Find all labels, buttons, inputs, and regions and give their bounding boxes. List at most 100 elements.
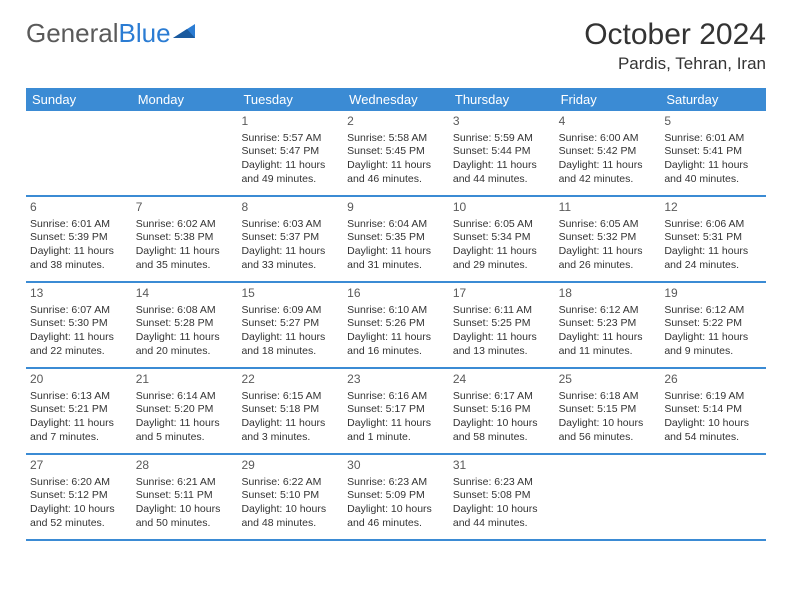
daylight-text: Daylight: 11 hours (559, 245, 657, 259)
day-number: 12 (664, 200, 762, 216)
daylight-text: Daylight: 10 hours (559, 417, 657, 431)
daylight-text: and 56 minutes. (559, 431, 657, 445)
day-number: 10 (453, 200, 551, 216)
weeks-container: 1 Sunrise: 5:57 AMSunset: 5:47 PM Daylight… (26, 111, 766, 541)
sunrise-text: Sunrise: 5:57 AM (241, 132, 339, 146)
daylight-text: and 24 minutes. (664, 259, 762, 273)
sunset-text: Sunset: 5:15 PM (559, 403, 657, 417)
daylight-text: and 35 minutes. (136, 259, 234, 273)
sunset-text: Sunset: 5:42 PM (559, 145, 657, 159)
sunrise-text: Sunrise: 6:13 AM (30, 390, 128, 404)
day-cell: 6Sunrise: 6:01 AMSunset: 5:39 PMDaylight… (26, 197, 132, 281)
day-number: 24 (453, 372, 551, 388)
week-row: 20Sunrise: 6:13 AMSunset: 5:21 PMDayligh… (26, 369, 766, 455)
day-number: 1 (241, 114, 339, 130)
sunrise-text: Sunrise: 6:22 AM (241, 476, 339, 490)
sunset-text: Sunset: 5:37 PM (241, 231, 339, 245)
sunrise-text: Sunrise: 5:58 AM (347, 132, 445, 146)
sunset-text: Sunset: 5:23 PM (559, 317, 657, 331)
week-row: 6 Sunrise: 6:01 AMSunset: 5:39 PM Daylight… (26, 197, 766, 283)
day-number: 6 (30, 200, 128, 216)
day-number: 29 (241, 458, 339, 474)
day-number: 9 (347, 200, 445, 216)
sunset-text: Sunset: 5:34 PM (453, 231, 551, 245)
sunrise-text: Sunrise: 6:12 AM (664, 304, 762, 318)
daylight-text: Daylight: 11 hours (664, 245, 762, 259)
daylight-text: Daylight: 10 hours (664, 417, 762, 431)
sunset-text: Sunset: 5:31 PM (664, 231, 762, 245)
sunset-text: Sunset: 5:12 PM (30, 489, 128, 503)
day-cell: 3Sunrise: 5:59 AMSunset: 5:44 PMDaylight… (449, 111, 555, 195)
title-block: October 2024 Pardis, Tehran, Iran (584, 18, 766, 74)
sunset-text: Sunset: 5:39 PM (30, 231, 128, 245)
day-cell-empty (26, 111, 132, 195)
sunrise-text: Sunrise: 6:20 AM (30, 476, 128, 490)
sunrise-text: Sunrise: 6:00 AM (559, 132, 657, 146)
daylight-text: Daylight: 10 hours (347, 503, 445, 517)
calendar: SundayMondayTuesdayWednesdayThursdayFrid… (26, 88, 766, 541)
day-number: 3 (453, 114, 551, 130)
day-number: 13 (30, 286, 128, 302)
day-cell: 27Sunrise: 6:20 AMSunset: 5:12 PMDayligh… (26, 455, 132, 539)
daylight-text: Daylight: 10 hours (453, 417, 551, 431)
daylight-text: Daylight: 11 hours (347, 417, 445, 431)
day-number: 4 (559, 114, 657, 130)
day-cell: 29 Sunrise: 6:22 AMSunset: 5:10 PMDayligh… (237, 455, 343, 539)
sunset-text: Sunset: 5:25 PM (453, 317, 551, 331)
daylight-text: and 46 minutes. (347, 517, 445, 531)
day-cell: 24Sunrise: 6:17 AMSunset: 5:16 PMDayligh… (449, 369, 555, 453)
day-number: 8 (241, 200, 339, 216)
daylight-text: and 31 minutes. (347, 259, 445, 273)
sunset-text: Sunset: 5:22 PM (664, 317, 762, 331)
day-cell: 2Sunrise: 5:58 AMSunset: 5:45 PMDaylight… (343, 111, 449, 195)
day-number: 30 (347, 458, 445, 474)
month-title: October 2024 (584, 18, 766, 52)
sunset-text: Sunset: 5:20 PM (136, 403, 234, 417)
sunrise-text: Sunrise: 6:18 AM (559, 390, 657, 404)
day-cell: 15Sunrise: 6:09 AMSunset: 5:27 PMDayligh… (237, 283, 343, 367)
daylight-text: Daylight: 11 hours (347, 245, 445, 259)
day-number: 26 (664, 372, 762, 388)
day-cell-empty (660, 455, 766, 539)
sunset-text: Sunset: 5:10 PM (241, 489, 339, 503)
sunset-text: Sunset: 5:27 PM (241, 317, 339, 331)
day-cell: 9Sunrise: 6:04 AMSunset: 5:35 PMDaylight… (343, 197, 449, 281)
sunrise-text: Sunrise: 6:21 AM (136, 476, 234, 490)
daylight-text: Daylight: 11 hours (136, 417, 234, 431)
daylight-text: and 9 minutes. (664, 345, 762, 359)
weekday-wednesday: Wednesday (343, 88, 449, 111)
sunset-text: Sunset: 5:47 PM (241, 145, 339, 159)
daylight-text: Daylight: 10 hours (241, 503, 339, 517)
day-cell: 25Sunrise: 6:18 AMSunset: 5:15 PMDayligh… (555, 369, 661, 453)
sunset-text: Sunset: 5:41 PM (664, 145, 762, 159)
sunset-text: Sunset: 5:30 PM (30, 317, 128, 331)
sunrise-text: Sunrise: 6:08 AM (136, 304, 234, 318)
sunrise-text: Sunrise: 6:23 AM (347, 476, 445, 490)
daylight-text: Daylight: 11 hours (559, 331, 657, 345)
sunrise-text: Sunrise: 6:01 AM (30, 218, 128, 232)
sunrise-text: Sunrise: 6:10 AM (347, 304, 445, 318)
daylight-text: and 40 minutes. (664, 173, 762, 187)
day-number: 27 (30, 458, 128, 474)
weekday-sunday: Sunday (26, 88, 132, 111)
day-number: 20 (30, 372, 128, 388)
daylight-text: and 1 minute. (347, 431, 445, 445)
daylight-text: Daylight: 11 hours (347, 331, 445, 345)
day-cell-empty (132, 111, 238, 195)
daylight-text: and 48 minutes. (241, 517, 339, 531)
daylight-text: and 38 minutes. (30, 259, 128, 273)
day-number: 15 (241, 286, 339, 302)
day-cell: 31Sunrise: 6:23 AMSunset: 5:08 PMDayligh… (449, 455, 555, 539)
day-cell: 12Sunrise: 6:06 AMSunset: 5:31 PMDayligh… (660, 197, 766, 281)
daylight-text: Daylight: 11 hours (347, 159, 445, 173)
daylight-text: Daylight: 11 hours (559, 159, 657, 173)
daylight-text: and 46 minutes. (347, 173, 445, 187)
day-cell: 16Sunrise: 6:10 AMSunset: 5:26 PMDayligh… (343, 283, 449, 367)
week-row: 27 Sunrise: 6:20 AMSunset: 5:12 PM Dayligh… (26, 455, 766, 541)
day-cell: 11Sunrise: 6:05 AMSunset: 5:32 PMDayligh… (555, 197, 661, 281)
daylight-text: and 54 minutes. (664, 431, 762, 445)
daylight-text: and 13 minutes. (453, 345, 551, 359)
day-cell: 5Sunrise: 6:01 AMSunset: 5:41 PMDaylight… (660, 111, 766, 195)
weekday-friday: Friday (555, 88, 661, 111)
sunset-text: Sunset: 5:35 PM (347, 231, 445, 245)
